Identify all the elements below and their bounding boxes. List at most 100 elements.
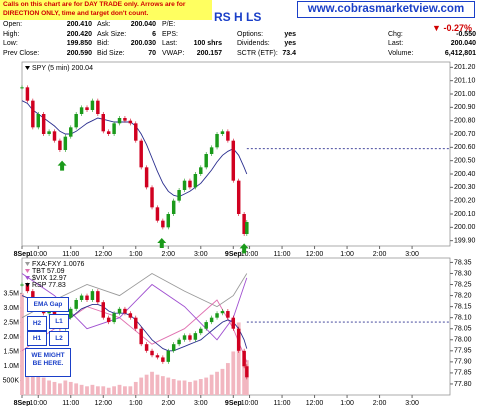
candle bbox=[74, 114, 78, 128]
volume-bar bbox=[41, 377, 46, 395]
volume-bar bbox=[85, 386, 89, 395]
volume-bar bbox=[106, 387, 111, 395]
quote-label: High: bbox=[3, 30, 20, 38]
volume-bar bbox=[133, 381, 138, 395]
y-tick-label: 77.90 bbox=[454, 359, 472, 366]
quote-value: 200.040 bbox=[450, 40, 476, 47]
candle bbox=[31, 100, 35, 128]
y2-tick-label: 3.0M bbox=[3, 305, 19, 312]
volume-bar bbox=[63, 380, 68, 395]
candle bbox=[199, 167, 203, 174]
candle bbox=[123, 308, 127, 314]
y-tick-label: 78.25 bbox=[454, 281, 472, 288]
candle bbox=[166, 214, 171, 228]
volume-bar bbox=[150, 371, 154, 395]
site-link[interactable]: www.cobrasmarketview.com bbox=[297, 1, 475, 18]
candle bbox=[96, 291, 100, 303]
candle bbox=[177, 190, 181, 201]
y2-tick-label: 2.0M bbox=[3, 334, 19, 341]
quote-value: 6,412,801 bbox=[444, 49, 476, 57]
candle bbox=[242, 350, 246, 367]
candle bbox=[79, 107, 84, 114]
candle bbox=[209, 317, 214, 323]
annotation: H1 bbox=[27, 331, 47, 346]
candle bbox=[128, 120, 133, 124]
candle bbox=[123, 118, 127, 121]
y-tick-label: 77.85 bbox=[454, 370, 472, 377]
candle bbox=[215, 134, 219, 148]
candle bbox=[182, 335, 187, 340]
candle bbox=[63, 136, 68, 150]
quote-value: 100 shrs bbox=[193, 40, 222, 47]
volume-bar bbox=[182, 380, 187, 395]
candle bbox=[69, 127, 73, 137]
candle bbox=[85, 295, 89, 300]
volume-bar bbox=[101, 386, 106, 395]
candle bbox=[161, 357, 165, 362]
quote-label: Low: bbox=[3, 40, 18, 47]
y-tick-label: 78.10 bbox=[454, 315, 472, 322]
candle bbox=[204, 154, 208, 168]
volume-bar bbox=[177, 380, 182, 395]
volume-bar bbox=[123, 386, 127, 395]
y2-tick-label: 1.0M bbox=[3, 363, 19, 370]
y-tick-label: 200.80 bbox=[454, 118, 476, 125]
candle bbox=[20, 284, 24, 286]
change-value: -0.27% bbox=[443, 23, 472, 33]
volume-bar bbox=[155, 374, 160, 395]
annotation: EMA Gap bbox=[27, 297, 69, 312]
candle bbox=[52, 131, 57, 141]
x-tick-label: 10:00 bbox=[29, 400, 47, 406]
x-tick-label: 1:00 bbox=[340, 251, 354, 258]
y-tick-label: 77.95 bbox=[454, 348, 472, 355]
legend-marker bbox=[25, 66, 30, 70]
y-tick-label: 78.20 bbox=[454, 292, 472, 299]
volume-bar bbox=[68, 381, 73, 395]
x-tick-label: 8Sep bbox=[14, 400, 31, 406]
volume-bar bbox=[90, 384, 95, 395]
volume-bar bbox=[204, 377, 209, 395]
y-tick-label: 78.35 bbox=[454, 259, 472, 266]
x-tick-label: 2:00 bbox=[161, 400, 175, 406]
y-tick-label: 201.20 bbox=[454, 64, 476, 71]
legend-label: $VIX 12.97 bbox=[32, 275, 67, 282]
candle bbox=[236, 328, 241, 351]
candle bbox=[101, 114, 105, 132]
candle bbox=[231, 317, 236, 329]
candle bbox=[25, 284, 30, 292]
quote-value: 73.4 bbox=[282, 49, 296, 57]
volume-bar bbox=[171, 379, 176, 395]
candle bbox=[215, 313, 219, 318]
volume-bar bbox=[220, 368, 225, 395]
candle bbox=[144, 344, 149, 351]
candle bbox=[47, 311, 51, 314]
x-tick-label: 11:00 bbox=[62, 251, 79, 258]
candle bbox=[90, 100, 95, 110]
x-tick-label: 12:00 bbox=[306, 400, 324, 406]
signal-arrow bbox=[57, 160, 67, 171]
candle bbox=[96, 100, 100, 114]
y-tick-label: 77.80 bbox=[454, 381, 472, 388]
quote-label: SCTR (ETF): bbox=[237, 49, 278, 57]
candle bbox=[58, 140, 62, 150]
candle bbox=[188, 335, 192, 340]
x-tick-label: 3:00 bbox=[194, 251, 208, 258]
x-tick-label: 1:00 bbox=[129, 251, 143, 258]
x-tick-label: 10:00 bbox=[241, 400, 259, 406]
legend-marker bbox=[25, 283, 30, 287]
line bbox=[21, 272, 248, 319]
candle bbox=[106, 317, 111, 323]
volume-bar bbox=[231, 351, 236, 395]
panel bbox=[21, 61, 451, 247]
volume-bar bbox=[209, 374, 214, 395]
volume-bar bbox=[166, 377, 171, 395]
x-tick-label: 12:00 bbox=[95, 400, 113, 406]
candle bbox=[90, 291, 95, 300]
candle bbox=[139, 328, 143, 345]
candle bbox=[20, 87, 24, 89]
notice: Calls on this chart are for DAY TRADE on… bbox=[0, 0, 212, 20]
quote-value: yes bbox=[284, 40, 296, 47]
y-tick-label: 200.00 bbox=[454, 224, 476, 231]
x-tick-label: 12:00 bbox=[95, 251, 113, 258]
